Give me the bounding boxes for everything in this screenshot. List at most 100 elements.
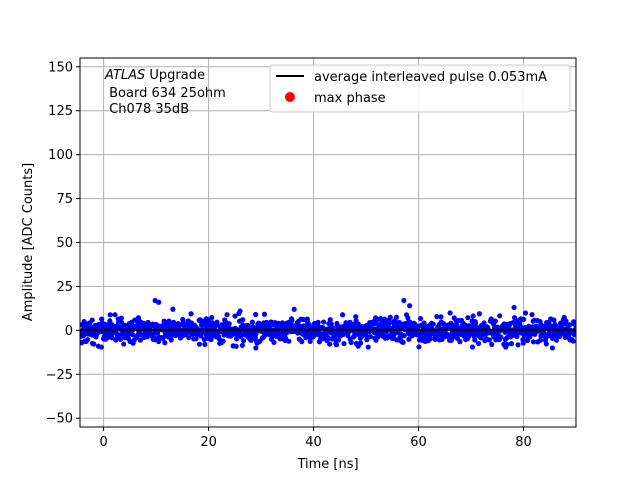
legend-entry-max-phase: max phase — [314, 91, 386, 106]
scatter-point — [457, 339, 463, 345]
scatter-point — [188, 311, 194, 317]
scatter-point — [162, 340, 168, 346]
scatter-point — [537, 337, 544, 343]
scatter-point — [504, 341, 510, 348]
annotation-line-3: Ch078 35dB — [105, 102, 189, 117]
scatter-point — [118, 315, 124, 321]
y-tick-label: 0 — [65, 324, 73, 339]
y-tick-label: −50 — [46, 412, 73, 427]
scatter-point — [261, 311, 268, 317]
annotation: ATLAS Upgrade Board 634 25ohm Ch078 35dB — [104, 68, 226, 117]
annotation-line-1: ATLAS Upgrade — [104, 68, 205, 83]
scatter-point — [472, 320, 479, 327]
x-tick-label: 60 — [410, 435, 427, 450]
scatter-point — [196, 341, 203, 347]
scatter-point — [333, 342, 340, 348]
scatter-point — [321, 319, 327, 325]
legend-box — [269, 64, 571, 113]
scatter-point — [348, 339, 354, 346]
scatter-point — [340, 331, 346, 338]
scatter-point — [240, 317, 246, 323]
scatter-point — [553, 337, 560, 343]
scatter-point — [85, 337, 91, 343]
scatter-point — [551, 317, 557, 323]
scatter-point — [291, 306, 297, 312]
scatter-point — [91, 341, 97, 347]
scatter-point — [447, 310, 453, 316]
scatter-point — [566, 322, 573, 328]
scatter-point — [557, 333, 563, 340]
scatter-point — [465, 315, 471, 321]
scatter-point — [430, 321, 436, 327]
y-tick-label: 150 — [48, 60, 73, 75]
scatter-point — [405, 315, 411, 321]
scatter-point — [286, 338, 292, 344]
scatter-point — [156, 299, 162, 305]
scatter-point — [239, 342, 245, 348]
scatter-point — [434, 313, 440, 320]
scatter-point — [232, 313, 238, 319]
scatter-point — [121, 341, 127, 347]
scatter-point — [407, 319, 413, 325]
scatter-point — [315, 319, 321, 325]
scatter-point — [573, 322, 576, 328]
scatter-point — [253, 331, 259, 337]
scatter-point — [289, 318, 295, 324]
x-tick-label: 0 — [99, 435, 107, 450]
scatter-point — [253, 311, 259, 318]
scatter-point — [475, 340, 482, 347]
scatter-point — [249, 319, 255, 325]
scatter-point — [130, 332, 136, 338]
scatter-point — [341, 340, 347, 347]
scatter-point — [393, 314, 400, 320]
y-tick-label: 100 — [48, 148, 73, 163]
scatter-point — [154, 330, 161, 336]
scatter-point — [511, 304, 517, 311]
scatter-point — [563, 318, 569, 324]
scatter-point — [186, 334, 192, 341]
scatter-point — [307, 338, 313, 344]
scatter-point — [387, 314, 393, 320]
scatter-point — [224, 312, 230, 318]
scatter-point — [271, 339, 277, 345]
legend-entry-average-pulse: average interleaved pulse 0.053mA — [314, 70, 547, 85]
y-tick-label: 75 — [56, 192, 73, 207]
scatter-point — [327, 317, 333, 323]
scatter-point — [391, 332, 397, 338]
scatter-point — [160, 335, 166, 341]
annotation-line-1-rest: Upgrade — [145, 68, 205, 83]
scatter-point — [377, 315, 384, 322]
scatter-point — [299, 339, 305, 345]
scatter-point — [137, 337, 143, 343]
scatter-point — [570, 338, 576, 344]
ticks: 0 20 40 60 80 −50 −25 0 25 50 75 100 125 150 — [46, 60, 532, 450]
scatter-point — [282, 335, 289, 341]
x-tick-label: 20 — [200, 435, 217, 450]
scatter-point — [209, 314, 215, 321]
scatter-point — [470, 313, 476, 319]
scatter-point — [530, 339, 537, 345]
scatter-point — [476, 311, 482, 317]
scatter-point — [355, 343, 361, 349]
scatter-point — [381, 322, 387, 328]
scatter-point — [95, 343, 101, 349]
scatter-point — [543, 341, 549, 347]
y-tick-label: 125 — [48, 104, 73, 119]
scatter-point — [453, 322, 460, 328]
scatter-point — [89, 317, 95, 323]
scatter-point — [549, 345, 555, 351]
scatter-point — [375, 334, 381, 340]
scatter-point — [365, 344, 371, 350]
x-axis-label: Time [ns] — [296, 457, 358, 472]
scatter-point — [245, 323, 251, 329]
y-tick-label: −25 — [46, 368, 73, 383]
x-tick-label: 40 — [305, 435, 322, 450]
scatter-point — [515, 342, 521, 348]
scatter-point — [367, 334, 374, 340]
scatter-point — [529, 311, 535, 318]
scatter-point — [226, 321, 232, 327]
y-tick-label: 25 — [56, 280, 73, 295]
scatter-point — [353, 314, 359, 320]
